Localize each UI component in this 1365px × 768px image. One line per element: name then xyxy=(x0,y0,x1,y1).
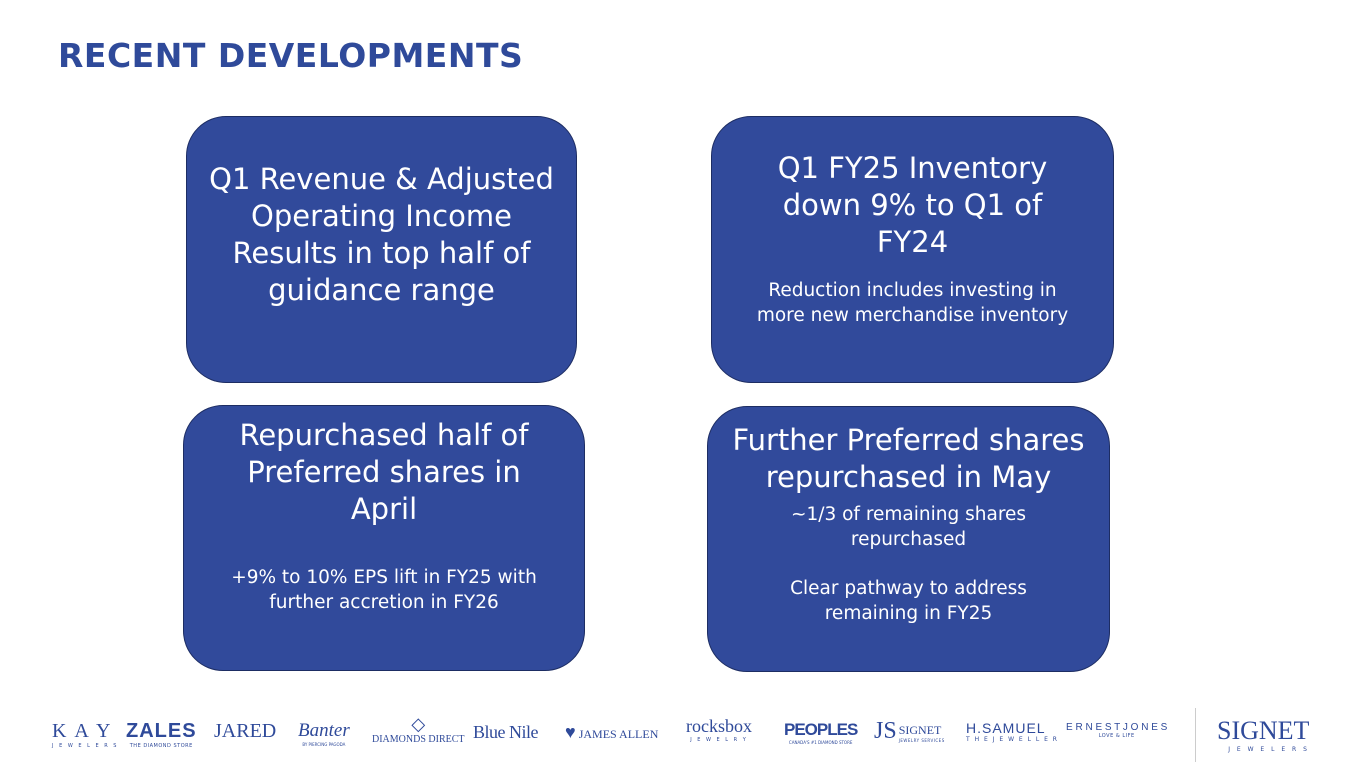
card-subtext: +9% to 10% EPS lift in FY25 with further… xyxy=(231,567,537,613)
logo-peoples: PEOPLES CANADA'S #1 DIAMOND STORE xyxy=(784,720,858,745)
card-headline: Q1 FY25 Inventory down 9% to Q1 of FY24 xyxy=(777,151,1048,259)
logo-h-samuel: H.SAMUEL T H E J E W E L L E R xyxy=(966,720,1059,743)
logo-diamonds-direct: ◇ DIAMONDS DIRECT xyxy=(372,714,465,746)
card-inventory: Q1 FY25 Inventory down 9% to Q1 of FY24 … xyxy=(711,116,1114,383)
card-q1-results: Q1 Revenue & Adjusted Operating Income R… xyxy=(186,116,577,383)
logo-kay: K A Y J E W E L E R S xyxy=(52,720,119,749)
card-preferred-april: Repurchased half of Preferred shares in … xyxy=(183,405,585,671)
logo-signet-jewelers: SIGNET J E W E L E R S xyxy=(1217,716,1310,753)
diamond-icon: ◇ xyxy=(411,714,426,735)
card-preferred-may: Further Preferred shares repurchased in … xyxy=(707,406,1110,672)
logo-zales: ZALES THE DIAMOND STORE xyxy=(126,720,197,749)
logo-rocksbox: rocksbox J E W E L R Y xyxy=(686,716,752,743)
logo-divider xyxy=(1195,708,1196,762)
logo-signet-jewelry-services: JS SIGNET JEWELRY SERVICES xyxy=(874,718,945,744)
card-subtext: ~1/3 of remaining shares repurchased xyxy=(790,504,1027,550)
card-subtext: Reduction includes investing in more new… xyxy=(756,280,1069,326)
slide-title: RECENT DEVELOPMENTS xyxy=(58,36,524,75)
logo-banter: Banter BY PIERCING PAGODA xyxy=(298,720,350,747)
logo-blue-nile: Blue Nile xyxy=(473,722,539,742)
card-headline: Repurchased half of Preferred shares in … xyxy=(239,418,529,526)
heart-icon: ♥ xyxy=(565,722,576,742)
logo-jared: JARED xyxy=(214,720,277,742)
card-headline: Further Preferred shares repurchased in … xyxy=(732,423,1085,494)
logo-james-allen: ♥ JAMES ALLEN xyxy=(565,722,659,742)
card-headline: Q1 Revenue & Adjusted Operating Income R… xyxy=(209,162,554,307)
card-subtext-secondary: Clear pathway to address remaining in FY… xyxy=(790,578,1027,624)
brand-logo-bar: K A Y J E W E L E R S ZALES THE DIAMOND … xyxy=(0,700,1365,768)
logo-ernest-jones: E R N E S T J O N E S LOVE & LIFE xyxy=(1066,722,1168,739)
